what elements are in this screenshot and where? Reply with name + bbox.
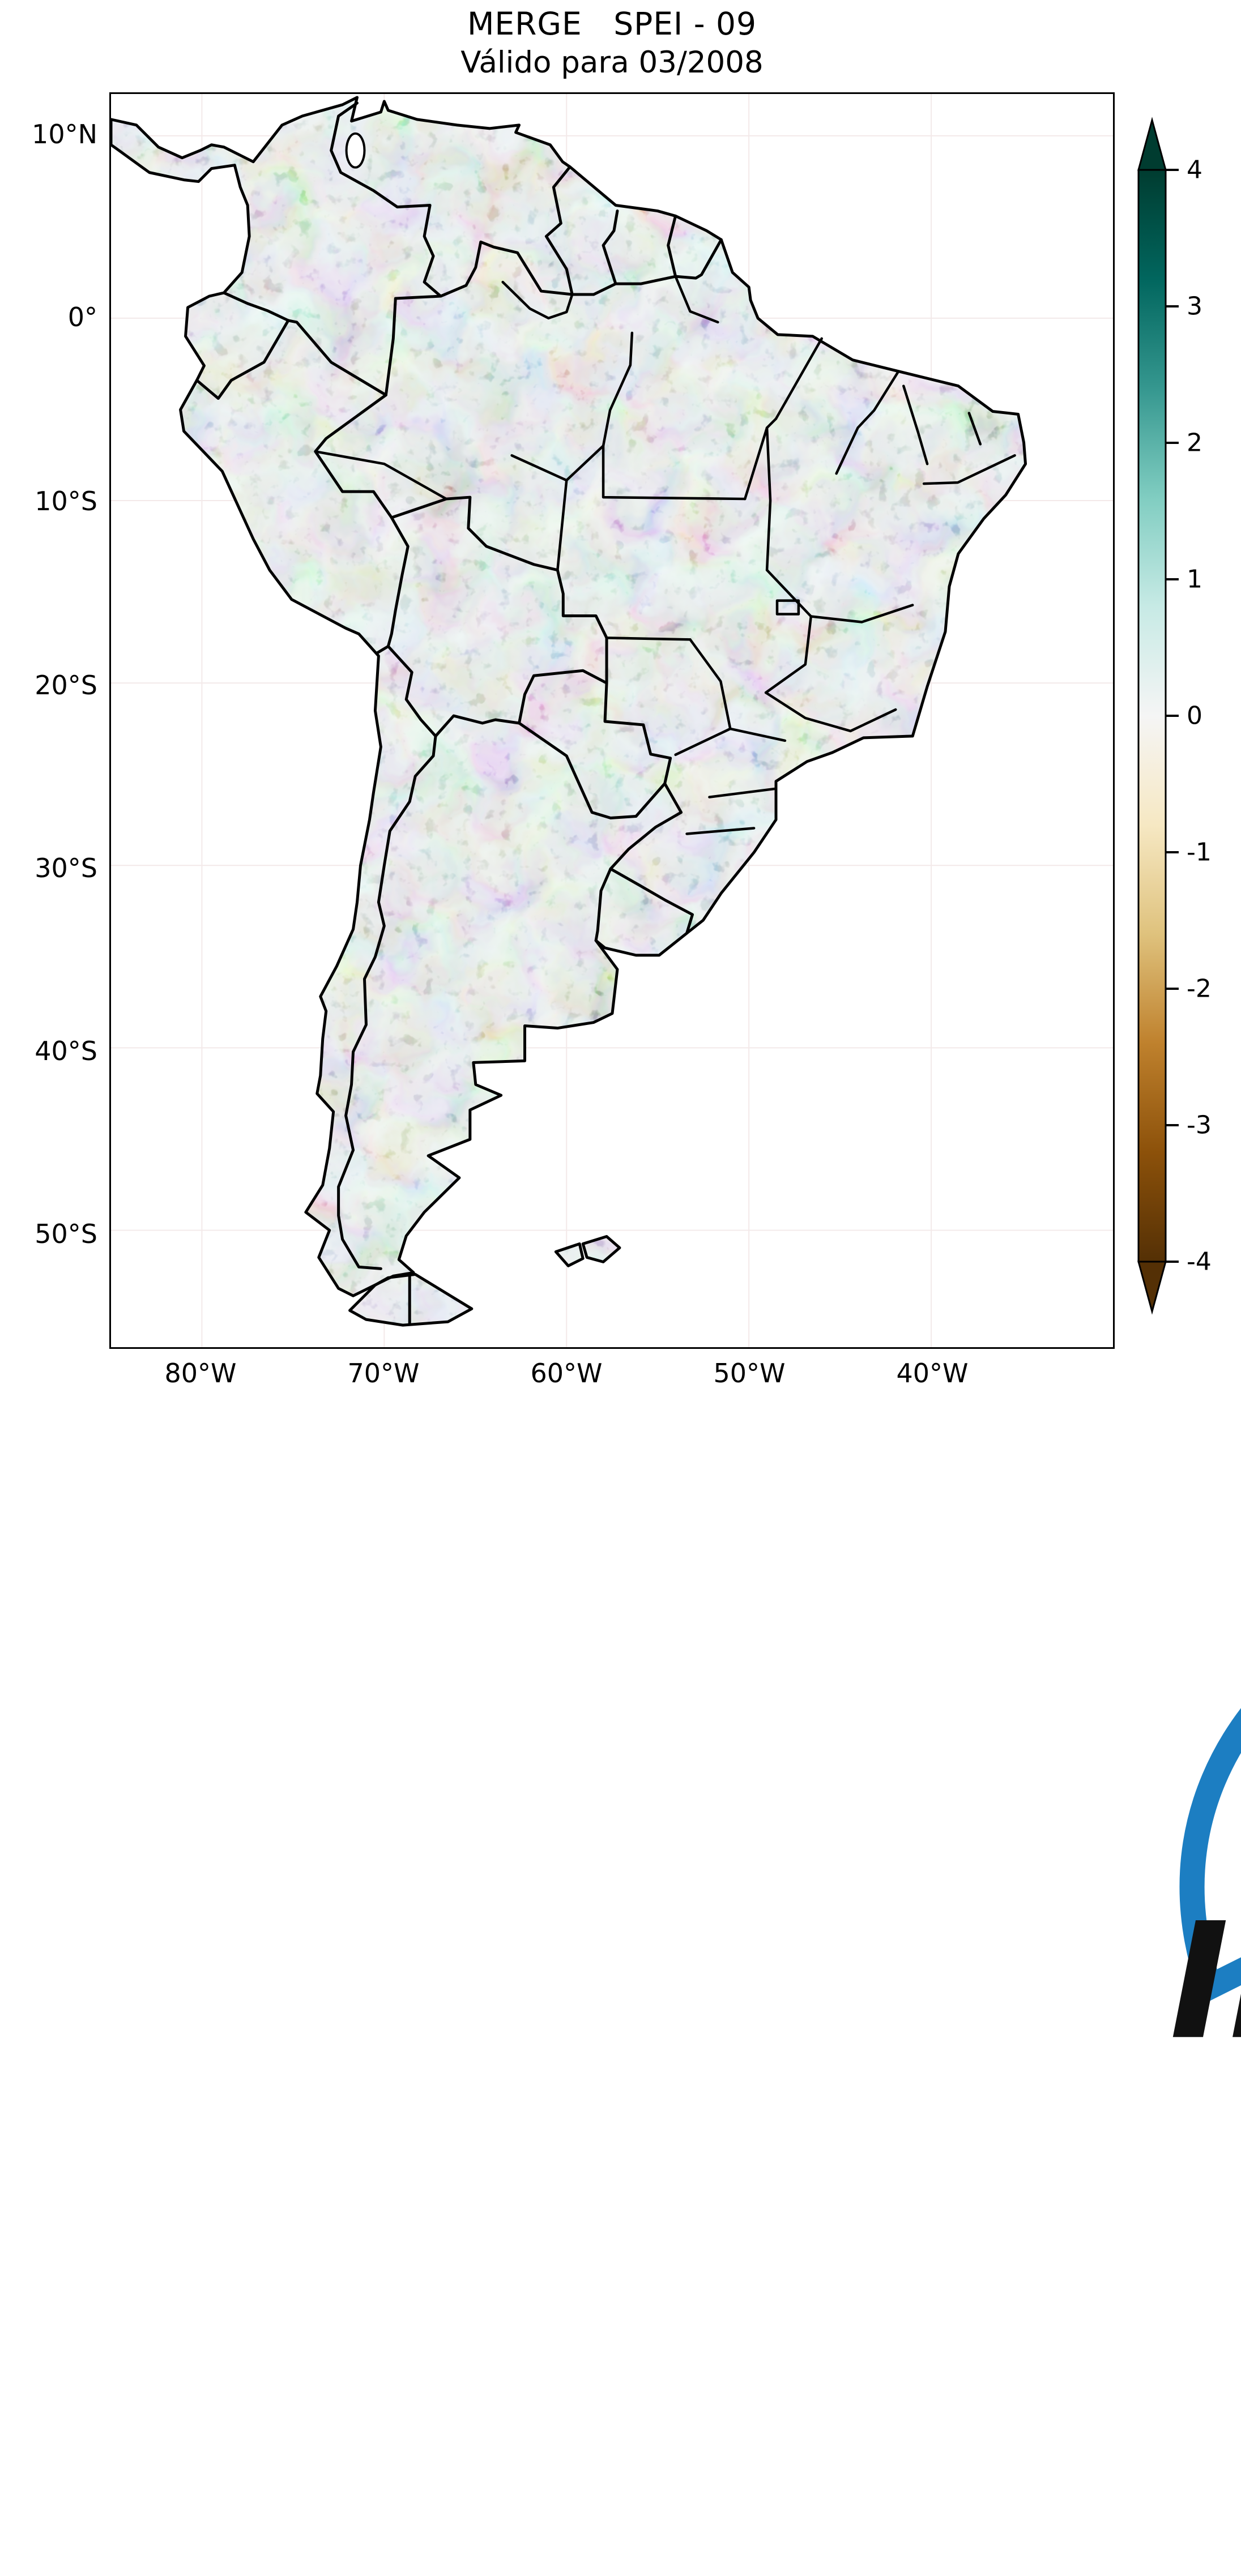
colorbar-tick-label: 3 bbox=[1187, 292, 1202, 321]
state-borders bbox=[314, 275, 1016, 835]
inpe-logo: INPE bbox=[1170, 1708, 1241, 2075]
map-canvas bbox=[111, 94, 1113, 1347]
y-axis-label-40s: 40°S bbox=[35, 1036, 97, 1066]
colorbar-tick-label: -2 bbox=[1187, 975, 1212, 1003]
inpe-logo-text: INPE bbox=[1170, 1888, 1241, 2075]
x-axis-label-60w: 60°W bbox=[530, 1358, 603, 1389]
colorbar-tick-label: -4 bbox=[1187, 1248, 1212, 1276]
colorbar: 4 3 2 1 0 -1 -2 -3 -4 bbox=[1137, 117, 1212, 1315]
y-axis-label-10n: 10°N bbox=[32, 119, 97, 149]
colorbar-tick-label: 4 bbox=[1187, 156, 1202, 185]
colorbar-tick-label: 2 bbox=[1187, 429, 1202, 458]
colorbar-tick-label: -1 bbox=[1187, 838, 1212, 867]
y-axis-label-30s: 30°S bbox=[35, 853, 97, 883]
colorbar-extend-up bbox=[1137, 117, 1167, 171]
y-axis-label-10s: 10°S bbox=[35, 486, 97, 516]
figure-root: { "title": "MERGE SPEI - 09", "subtitle"… bbox=[32, 6, 1241, 2075]
y-axis-label-20s: 20°S bbox=[35, 670, 97, 700]
x-axis-label-40w: 40°W bbox=[896, 1358, 969, 1389]
colorbar-tick-label: 0 bbox=[1187, 702, 1202, 730]
colorbar-ticks bbox=[1166, 169, 1179, 1263]
y-axis-label-0: 0° bbox=[67, 302, 97, 332]
colorbar-tick-label: 1 bbox=[1187, 565, 1202, 594]
x-axis-label-80w: 80°W bbox=[164, 1358, 237, 1389]
colorbar-gradient bbox=[1137, 169, 1167, 1263]
plot-subtitle: Válido para 03/2008 bbox=[460, 45, 764, 80]
x-axis-label-70w: 70°W bbox=[347, 1358, 420, 1389]
map-panel: INPE bbox=[109, 92, 1241, 2075]
y-axis-label-50s: 50°S bbox=[35, 1219, 97, 1249]
colorbar-extend-down bbox=[1137, 1261, 1167, 1315]
plot-title: MERGE SPEI - 09 bbox=[467, 6, 757, 42]
spei-raster bbox=[111, 97, 1026, 1326]
colorbar-tick-label: -3 bbox=[1187, 1111, 1212, 1140]
country-borders bbox=[111, 96, 1027, 1327]
x-axis-label-50w: 50°W bbox=[713, 1358, 786, 1389]
